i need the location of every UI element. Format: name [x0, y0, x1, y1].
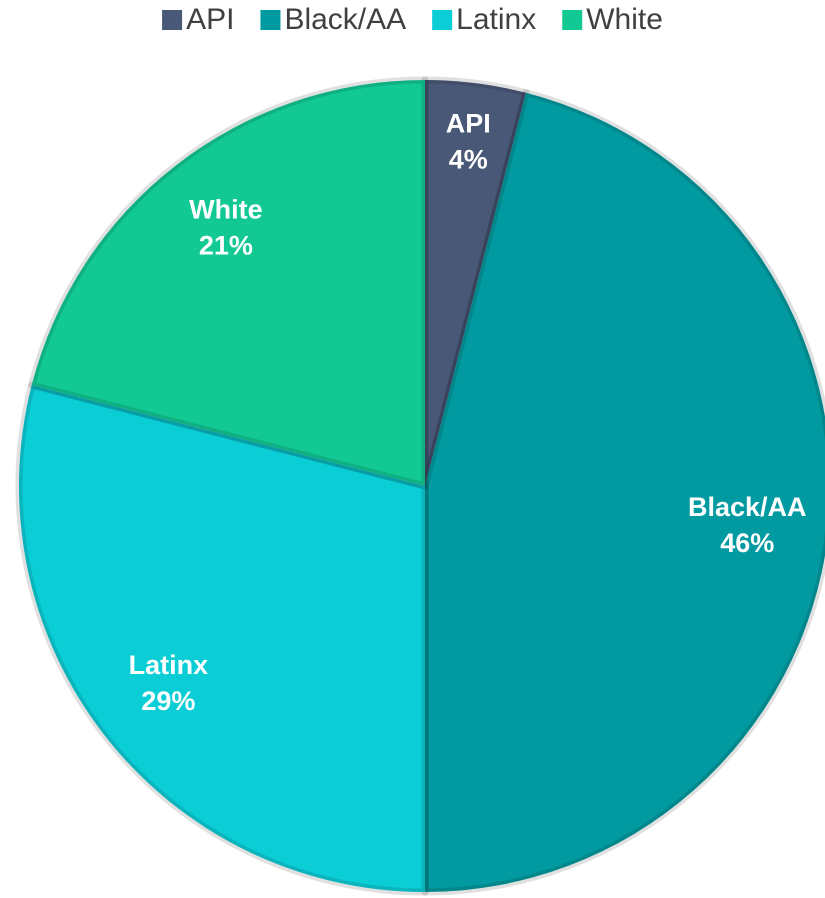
legend-swatch — [562, 10, 583, 30]
pie-slice — [28, 76, 429, 490]
legend-swatch — [162, 10, 183, 30]
legend: API Black/AA Latinx White — [162, 3, 663, 36]
pie — [15, 76, 825, 896]
legend-label: API — [186, 3, 234, 36]
data-labels: API 4% Black/AA 46% Latinx 29% White 21% — [129, 109, 807, 716]
slice-label: White — [189, 194, 263, 224]
slice-value-label: 4% — [449, 145, 488, 175]
legend-label: Latinx — [456, 3, 536, 36]
legend-label: White — [586, 3, 663, 36]
pie-slice — [421, 76, 530, 490]
slice-label: API — [446, 109, 491, 139]
slice-value-label: 21% — [199, 230, 253, 260]
slice-value-label: 29% — [141, 686, 195, 716]
pie-slice — [15, 381, 429, 896]
slice-label: Black/AA — [688, 492, 807, 522]
slice-label: Latinx — [129, 650, 209, 680]
legend-swatch — [432, 10, 453, 30]
legend-label: Black/AA — [284, 3, 406, 36]
pie-slice — [421, 89, 825, 896]
slice-value-label: 46% — [720, 528, 774, 558]
legend-swatch — [260, 10, 281, 30]
